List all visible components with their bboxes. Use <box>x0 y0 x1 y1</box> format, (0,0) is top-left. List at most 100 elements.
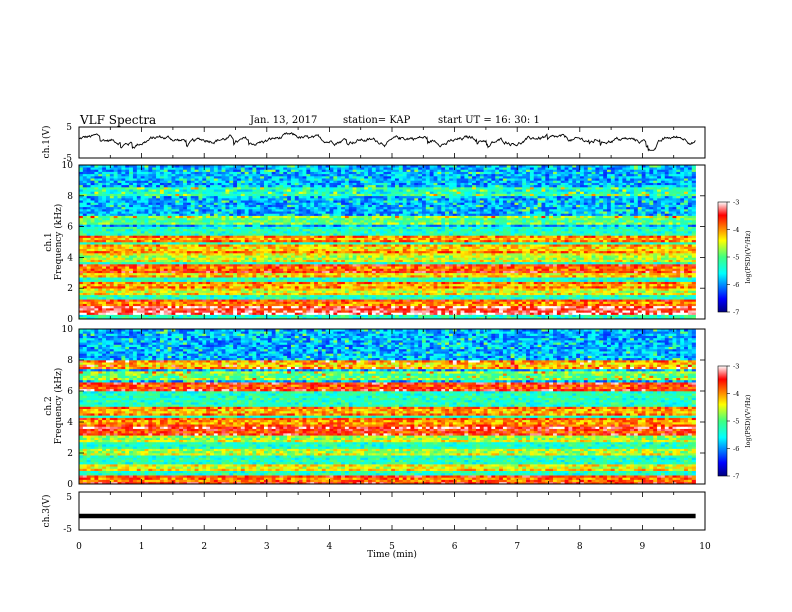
spectrogram-cell <box>303 286 307 289</box>
spectrogram-cell <box>584 308 588 311</box>
spectrogram-cell <box>561 279 565 282</box>
spectrogram-cell <box>414 301 418 304</box>
spectrogram-cell <box>480 271 484 274</box>
spectrogram-cell <box>518 271 522 274</box>
spectrogram-cell <box>106 277 110 280</box>
spectrogram-cell <box>688 297 692 300</box>
spectrogram-cell <box>303 262 307 265</box>
spectrogram-cell <box>484 295 488 298</box>
spectrogram-cell <box>669 273 673 276</box>
spectrogram-cell <box>133 288 137 291</box>
spectrogram-cell <box>102 266 106 269</box>
spectrogram-cell <box>156 286 160 289</box>
spectrogram-cell <box>576 290 580 293</box>
spectrogram-cell <box>480 297 484 300</box>
spectrogram-cell <box>426 293 430 296</box>
spectrogram-cell <box>414 266 418 269</box>
spectrogram-cell <box>503 310 507 313</box>
spectrogram-cell <box>688 293 692 296</box>
spectrogram-cell <box>619 312 623 315</box>
spectrogram-cell <box>114 290 118 293</box>
spectrogram-cell <box>183 284 187 287</box>
spectrogram-cell <box>337 301 341 304</box>
spectrogram-cell <box>672 273 676 276</box>
spectrogram-cell <box>522 260 526 263</box>
spectrogram-cell <box>511 264 515 267</box>
spectrogram-cell <box>661 275 665 278</box>
ch1-ytick-5: 5 <box>66 123 72 133</box>
spectrogram-cell <box>661 266 665 269</box>
spectrogram-cell <box>414 264 418 267</box>
spectrogram-cell <box>619 273 623 276</box>
spectrogram-cell <box>541 284 545 287</box>
spectrogram-cell <box>156 315 160 318</box>
spectrogram-cell <box>156 275 160 278</box>
spectrogram-cell <box>233 284 237 287</box>
spectrogram-cell <box>410 279 414 282</box>
spectrogram-cell <box>164 257 168 260</box>
spectrogram-cell <box>453 297 457 300</box>
spectrogram-cell <box>565 266 569 269</box>
spectrogram-cell <box>256 255 260 258</box>
spectrogram-cell <box>511 275 515 278</box>
spectrogram-cell <box>676 295 680 298</box>
spectrogram-cell <box>445 310 449 313</box>
spectrogram-cell <box>626 304 630 307</box>
spectrogram-cell <box>603 266 607 269</box>
spectrogram-cell <box>457 306 461 309</box>
spectrogram-cell <box>241 260 245 263</box>
spectrogram-cell <box>441 284 445 287</box>
spectrogram-cell <box>692 308 696 311</box>
spectrogram-cell <box>665 266 669 269</box>
spectrogram-cell <box>449 312 453 315</box>
spectrogram-cell <box>102 257 106 260</box>
spectrogram-cell <box>576 260 580 263</box>
spectrogram-cell <box>568 268 572 271</box>
spectrogram-cell <box>615 297 619 300</box>
spectrogram-cell <box>110 288 114 291</box>
spectrogram-cell <box>399 310 403 313</box>
spectrogram-cell <box>503 282 507 285</box>
spectrogram-cell <box>252 279 256 282</box>
spectrogram-cell <box>422 262 426 265</box>
spectrogram-cell <box>646 299 650 302</box>
spectrogram-cell <box>410 275 414 278</box>
spectrogram-cell <box>541 290 545 293</box>
spectrogram-cell <box>549 308 553 311</box>
spectrogram-cell <box>326 288 330 291</box>
spectrogram-cell <box>83 293 87 296</box>
spectrogram-cell <box>168 264 172 267</box>
spectrogram-cell <box>657 266 661 269</box>
spectrogram-cell <box>684 301 688 304</box>
spectrogram-cell <box>630 284 634 287</box>
spectrogram-cell <box>229 286 233 289</box>
spectrogram-cell <box>634 308 638 311</box>
spectrogram-cell <box>356 301 360 304</box>
spectrogram-cell <box>256 308 260 311</box>
spectrogram-cell <box>422 297 426 300</box>
spectrogram-cell <box>622 257 626 260</box>
spectrogram-cell <box>106 288 110 291</box>
spectrogram-cell <box>179 299 183 302</box>
spectrogram-cell <box>592 266 596 269</box>
spectrogram-cell <box>607 295 611 298</box>
spectrogram-cell <box>611 275 615 278</box>
spectrogram-cell <box>468 284 472 287</box>
spectrogram-cell <box>634 297 638 300</box>
spectrogram-cell <box>391 295 395 298</box>
spectrogram-cell <box>449 284 453 287</box>
spectrogram-cell <box>264 310 268 313</box>
spectrogram-cell <box>468 288 472 291</box>
spectrogram-cell <box>414 293 418 296</box>
spectrogram-cell <box>299 275 303 278</box>
spectrogram-cell <box>291 255 295 258</box>
spectrogram-cell <box>649 297 653 300</box>
spectrogram-cell <box>568 293 572 296</box>
spectrogram-cell <box>191 286 195 289</box>
spectrogram-cell <box>152 264 156 267</box>
spectrogram-cell <box>110 279 114 282</box>
spectrogram-cell <box>626 297 630 300</box>
spectrogram-cell <box>152 279 156 282</box>
spectrogram-cell <box>522 310 526 313</box>
spectrogram-cell <box>291 275 295 278</box>
